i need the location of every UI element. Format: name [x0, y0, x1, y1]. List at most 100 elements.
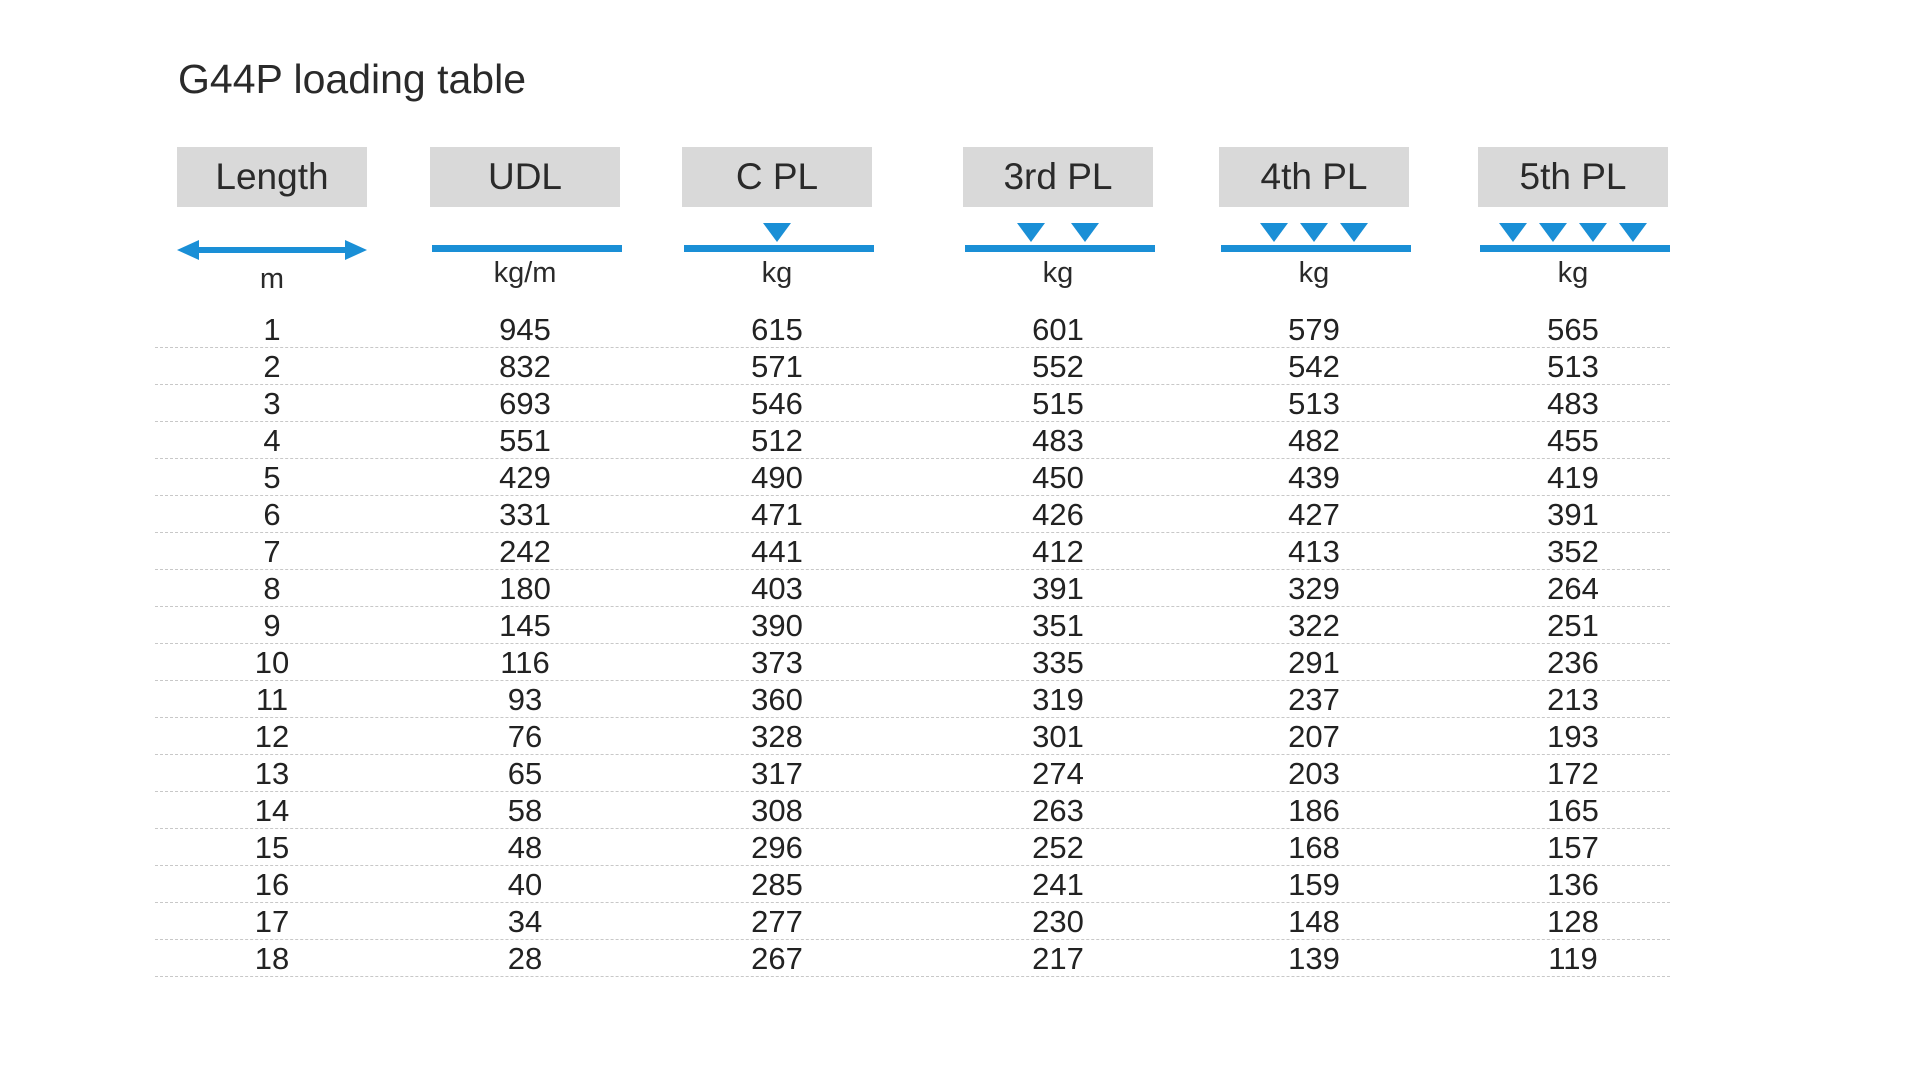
column-3: C PL kg 615 571 546 512 490 471 441 403 390 373 360 3… [682, 147, 874, 976]
column-1: Length m 1 2 3 4 5 6 7 8 9 10 11 12 13 14 15 16 17 18 [177, 147, 367, 976]
table-cell: 455 [1547, 423, 1599, 458]
table-cell: 40 [507, 867, 543, 902]
table-cell: 11 [255, 682, 289, 717]
table-cell: 217 [1032, 941, 1084, 976]
table-cell: 65 [507, 756, 543, 791]
table-cell: 308 [751, 793, 803, 828]
table-cell: 119 [1548, 941, 1598, 976]
table-row [155, 533, 1670, 570]
table-cell: 2 [263, 349, 281, 384]
table-cell: 7 [263, 534, 281, 569]
table-row [155, 385, 1670, 422]
table-row [155, 422, 1670, 459]
table-cell: 319 [1032, 682, 1084, 717]
table-cell: 329 [1288, 571, 1340, 606]
table-cell: 360 [751, 682, 803, 717]
three-load-icon [1219, 147, 1411, 267]
table-cell: 322 [1288, 608, 1340, 643]
table-cell: 390 [751, 608, 803, 643]
table-cell: 450 [1032, 460, 1084, 495]
column-cells: 945 832 693 551 429 331 242 180 145 116 93 76 65 58 48… [430, 311, 620, 977]
table-row [155, 607, 1670, 644]
table-cell: 207 [1288, 719, 1340, 754]
table-cell: 10 [254, 645, 290, 680]
column-header: 3rd PL [963, 147, 1153, 207]
table-cell: 237 [1288, 682, 1340, 717]
table-cell: 236 [1547, 645, 1599, 680]
table-cell: 483 [1032, 423, 1084, 458]
table-cell: 601 [1032, 312, 1084, 347]
table-cell: 116 [500, 645, 550, 680]
table-cell: 15 [254, 830, 290, 865]
table-cell: 579 [1288, 312, 1340, 347]
table-cell: 168 [1288, 830, 1340, 865]
table-cell: 285 [751, 867, 803, 902]
column-header: 5th PL [1478, 147, 1668, 207]
table-row [155, 496, 1670, 533]
table-cell: 403 [751, 571, 803, 606]
table-cell: 542 [1288, 349, 1340, 384]
table-row [155, 348, 1670, 385]
table-cell: 93 [507, 682, 543, 717]
load-triangle [1260, 223, 1288, 242]
column-header: Length [177, 147, 367, 207]
table-cell: 172 [1547, 756, 1599, 791]
table-cell: 213 [1547, 682, 1599, 717]
double-arrow-icon [177, 147, 367, 267]
table-cell: 76 [507, 719, 543, 754]
table-cell: 551 [499, 423, 551, 458]
table-cell: 512 [751, 423, 803, 458]
column-unit: kg/m [493, 257, 557, 289]
column-5: 4th PL kg 579 542 513 482 439 427 413 329 322 291 23… [1219, 147, 1411, 976]
table-cell: 165 [1547, 793, 1599, 828]
table-cell: 274 [1032, 756, 1084, 791]
table-cell: 832 [499, 349, 551, 384]
table-cell: 546 [751, 386, 803, 421]
line-icon [430, 147, 622, 267]
table-cell: 482 [1288, 423, 1340, 458]
table-cell: 552 [1032, 349, 1084, 384]
table-cell: 34 [507, 904, 543, 939]
table-cell: 429 [499, 460, 551, 495]
column-header: UDL [430, 147, 620, 207]
table-cell: 14 [254, 793, 290, 828]
table-cell: 12 [254, 719, 290, 754]
table-cell: 145 [499, 608, 551, 643]
column-4: 3rd PL kg 601 552 515 483 450 426 412 391 351 335 31… [963, 147, 1155, 976]
column-6: 5th PL kg 565 513 483 455 419 391 352 264 251 236 21… [1478, 147, 1670, 976]
table-cell: 615 [751, 312, 803, 347]
table-cell: 148 [1288, 904, 1340, 939]
table-cell: 413 [1288, 534, 1340, 569]
table-cell: 373 [751, 645, 803, 680]
column-header: C PL [682, 147, 872, 207]
load-triangle [1619, 223, 1647, 242]
table-cell: 335 [1032, 645, 1084, 680]
table-cell: 5 [263, 460, 281, 495]
table-cell: 18 [254, 941, 290, 976]
table-cell: 471 [751, 497, 803, 532]
column-unit: kg [1557, 257, 1589, 289]
table-cell: 252 [1032, 830, 1084, 865]
column-cells: 1 2 3 4 5 6 7 8 9 10 11 12 13 14 15 16 17 18 [177, 311, 367, 977]
table-cell: 28 [507, 941, 543, 976]
table-row [155, 681, 1670, 718]
table-cell: 230 [1032, 904, 1084, 939]
load-triangle [1539, 223, 1567, 242]
load-triangle [1499, 223, 1527, 242]
table-cell: 9 [263, 608, 281, 643]
table-cell: 16 [254, 867, 290, 902]
table-row [155, 755, 1670, 792]
table-cell: 267 [751, 941, 803, 976]
table-cell: 1 [263, 312, 281, 347]
load-triangle [1017, 223, 1045, 242]
table-row [155, 940, 1670, 977]
table-cell: 193 [1547, 719, 1599, 754]
table-cell: 331 [499, 497, 551, 532]
table-cell: 328 [751, 719, 803, 754]
table-row [155, 311, 1670, 348]
table-cell: 263 [1032, 793, 1084, 828]
column-unit: m [259, 263, 285, 295]
row-separators [155, 311, 1670, 977]
table-row [155, 792, 1670, 829]
table-cell: 301 [1032, 719, 1084, 754]
